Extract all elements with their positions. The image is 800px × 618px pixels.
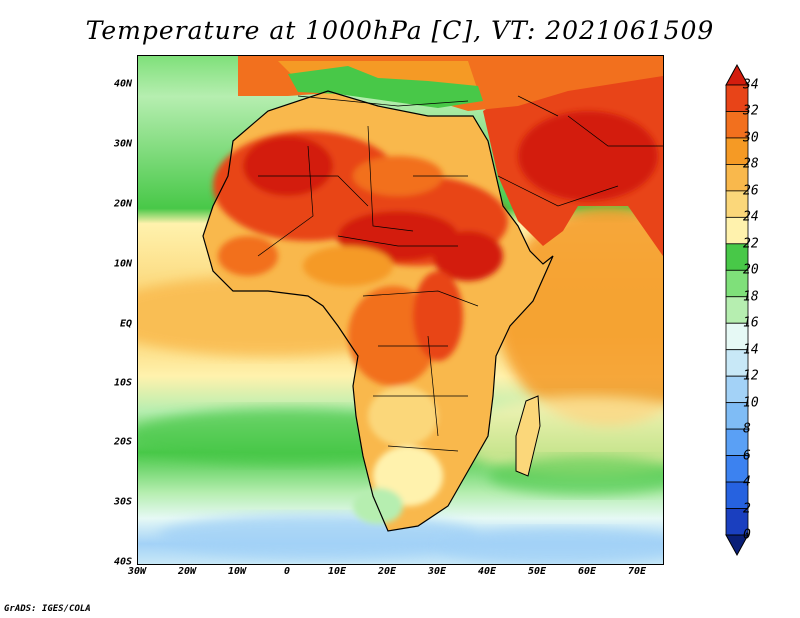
- x-tick-label: 50E: [527, 566, 547, 577]
- temperature-map: [137, 55, 664, 565]
- y-tick-label: 40S: [113, 556, 132, 568]
- x-tick-label: 40E: [477, 566, 497, 577]
- colorbar-bottom-arrow: [725, 534, 749, 557]
- colorbar-label: 2: [743, 501, 751, 517]
- x-tick-label: 10E: [327, 566, 347, 577]
- y-tick-label: 40N: [113, 78, 132, 90]
- y-tick-label: EQ: [119, 318, 132, 330]
- colorbar-label: 12: [743, 368, 759, 384]
- y-tick-label: 10N: [113, 258, 132, 270]
- y-tick-label: 20N: [113, 198, 132, 210]
- colorbar-label: 28: [743, 156, 759, 172]
- x-tick-label: 70E: [627, 566, 647, 577]
- x-tick-label: 30E: [427, 566, 447, 577]
- x-tick-label: 30W: [127, 566, 147, 577]
- colorbar-label: 16: [743, 315, 759, 331]
- colorbar-label: 4: [743, 474, 751, 490]
- colorbar-label: 0: [743, 527, 751, 543]
- x-tick-label: 20W: [177, 566, 197, 577]
- x-tick-label: 60E: [577, 566, 597, 577]
- colorbar-label: 10: [743, 395, 759, 411]
- colorbar-label: 30: [743, 130, 759, 146]
- colorbar-label: 32: [743, 103, 759, 119]
- x-tick-label: 20E: [377, 566, 397, 577]
- colorbar-label: 22: [743, 236, 759, 252]
- colorbar-label: 26: [743, 183, 759, 199]
- colorbar-label: 8: [743, 421, 751, 437]
- colorbar-label: 6: [743, 448, 751, 464]
- colorbar: [725, 63, 749, 557]
- y-tick-label: 30N: [113, 138, 132, 150]
- colorbar-label: 24: [743, 209, 759, 225]
- colorbar-label: 34: [743, 77, 759, 93]
- y-tick-label: 30S: [113, 496, 132, 508]
- y-tick-label: 20S: [113, 436, 132, 448]
- colorbar-label: 14: [743, 342, 759, 358]
- x-tick-label: 10W: [227, 566, 247, 577]
- x-tick-label: 0: [283, 566, 291, 577]
- colorbar-label: 18: [743, 289, 759, 305]
- y-tick-label: 10S: [113, 377, 132, 389]
- map-title: Temperature at 1000hPa [C], VT: 20210615…: [85, 16, 715, 45]
- colorbar-label: 20: [743, 262, 759, 278]
- footer-credit: GrADS: IGES/COLA: [4, 604, 91, 614]
- map-canvas: [138, 56, 663, 564]
